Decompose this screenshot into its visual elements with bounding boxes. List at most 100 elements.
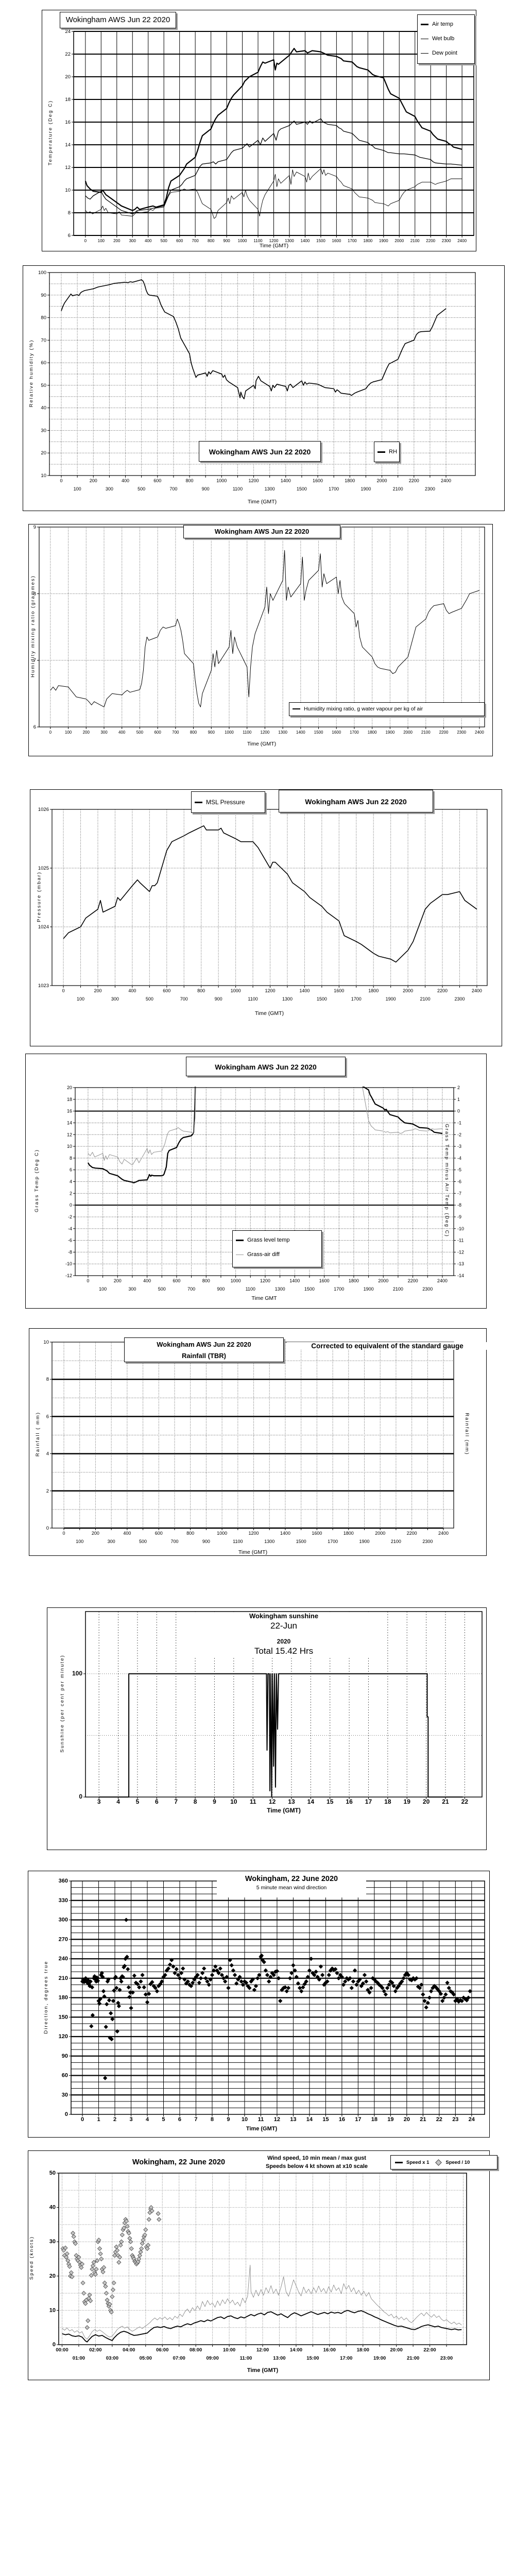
svg-text:02:00: 02:00 — [89, 2347, 101, 2353]
svg-text:1400: 1400 — [299, 988, 310, 993]
svg-text:4: 4 — [116, 1798, 120, 1805]
svg-text:20:00: 20:00 — [390, 2347, 403, 2353]
chart-humidity-mixing-ratio-panel: 0 100 200 300 400 500 600 700 800 900 1000 1100 1200… — [28, 524, 493, 756]
series — [87, 1087, 443, 1183]
svg-text:1: 1 — [97, 2116, 100, 2123]
svg-text:0: 0 — [60, 478, 63, 483]
svg-text:1200: 1200 — [249, 1531, 259, 1536]
svg-text:200: 200 — [114, 1278, 122, 1283]
svg-text:-2: -2 — [68, 1214, 72, 1219]
axis-tick-labels: 0 100 200 300 400 500 600 700 800 900 1000 1100 1200… — [38, 270, 451, 492]
svg-text:-12: -12 — [65, 1273, 72, 1278]
svg-text:09:00: 09:00 — [206, 2355, 218, 2361]
legend: Humidity mixing ratio, g water vapour pe… — [289, 702, 485, 716]
svg-text:0: 0 — [84, 239, 87, 243]
svg-text:1500: 1500 — [317, 996, 327, 1002]
svg-text:16: 16 — [67, 1109, 72, 1114]
svg-text:1900: 1900 — [379, 239, 388, 243]
svg-text:60: 60 — [41, 360, 46, 366]
svg-text:6: 6 — [33, 724, 36, 730]
svg-text:24: 24 — [469, 2116, 475, 2123]
svg-text:1200: 1200 — [260, 1278, 270, 1283]
svg-text:400: 400 — [123, 1531, 131, 1536]
legend-label-wet-bulb: Wet bulb — [432, 36, 455, 42]
svg-text:1900: 1900 — [360, 486, 371, 492]
svg-text:-13: -13 — [457, 1261, 464, 1266]
svg-text:30: 30 — [41, 428, 46, 433]
svg-text:18: 18 — [384, 1798, 391, 1805]
svg-text:2400: 2400 — [475, 730, 484, 735]
svg-text:0: 0 — [63, 1531, 65, 1536]
speed-div10-diamond-marker — [435, 2159, 442, 2166]
svg-text:12: 12 — [65, 165, 71, 171]
svg-text:18: 18 — [67, 1097, 72, 1102]
y2-axis-label: Grass Temp minus Air Temp (Deg C) — [444, 1124, 450, 1238]
svg-text:2000: 2000 — [403, 730, 413, 735]
svg-text:-10: -10 — [457, 1226, 464, 1231]
svg-text:7: 7 — [194, 2116, 197, 2123]
svg-text:1200: 1200 — [269, 239, 279, 243]
svg-text:1900: 1900 — [364, 1286, 374, 1292]
svg-text:1500: 1500 — [296, 1539, 306, 1544]
svg-text:16: 16 — [339, 2116, 345, 2123]
chart-temperature-panel: 0 100 200 300 400 500 600 700 800 900 1000 1100 1200… — [42, 10, 476, 251]
svg-text:1300: 1300 — [278, 730, 287, 735]
legend: RH — [374, 442, 400, 462]
svg-text:1300: 1300 — [265, 486, 275, 492]
svg-text:900: 900 — [215, 996, 222, 1002]
svg-text:2000: 2000 — [394, 239, 404, 243]
svg-text:1200: 1200 — [249, 478, 259, 483]
svg-text:17: 17 — [355, 2116, 361, 2123]
svg-text:2: 2 — [46, 1488, 49, 1494]
svg-text:13: 13 — [288, 1798, 295, 1805]
svg-text:22: 22 — [461, 1798, 469, 1805]
svg-text:2100: 2100 — [393, 486, 403, 492]
svg-text:-14: -14 — [457, 1273, 464, 1278]
svg-text:4: 4 — [46, 1451, 49, 1457]
svg-text:2400: 2400 — [437, 1278, 448, 1283]
svg-text:90: 90 — [41, 293, 46, 298]
svg-text:400: 400 — [128, 988, 136, 993]
wind-speed-note: Wind speed, 10 min mean / max gust Speed… — [234, 2154, 399, 2171]
series — [63, 825, 477, 963]
chart-grass-temp-panel: 0 100 200 300 400 500 600 700 800 900 1000 1100 1200… — [25, 1054, 487, 1309]
chart-wind-direction-panel: 0 1 2 3 4 5 6 7 8 9 10 11 12 13 14 15 16 17 18 19 20 21 22 23 24… — [28, 1871, 490, 2138]
chart-title: Wokingham, 22 June 2020 — [101, 2158, 256, 2166]
svg-text:7: 7 — [174, 1798, 178, 1805]
svg-text:1200: 1200 — [265, 988, 275, 993]
svg-text:800: 800 — [190, 730, 197, 735]
svg-text:7: 7 — [33, 658, 36, 664]
svg-text:21:00: 21:00 — [407, 2355, 419, 2361]
svg-text:1500: 1500 — [304, 1286, 315, 1292]
x-axis-label: Time (GMT) — [247, 741, 277, 747]
svg-text:10: 10 — [242, 2116, 248, 2123]
svg-text:19: 19 — [404, 1798, 411, 1805]
axis-tick-labels: 3 4 5 6 7 8 9 10 11 12 13 14 15 16 17 18 19 20 21 22 0 100 — [72, 1670, 468, 1805]
y-axis-label: Humidity mixing ratio (grammes) — [30, 575, 36, 677]
svg-text:12: 12 — [269, 1798, 276, 1805]
svg-text:18: 18 — [371, 2116, 377, 2123]
svg-text:1400: 1400 — [281, 478, 291, 483]
svg-text:30: 30 — [49, 2239, 56, 2245]
svg-text:1700: 1700 — [348, 239, 357, 243]
svg-text:100: 100 — [98, 239, 105, 243]
svg-text:-9: -9 — [457, 1214, 461, 1219]
svg-text:700: 700 — [187, 1286, 195, 1292]
svg-text:18: 18 — [65, 97, 71, 103]
svg-text:600: 600 — [153, 478, 161, 483]
svg-text:0: 0 — [70, 1202, 72, 1208]
svg-text:210: 210 — [59, 1975, 68, 1981]
svg-text:6: 6 — [46, 1414, 49, 1419]
svg-text:30: 30 — [62, 2092, 68, 2098]
svg-text:300: 300 — [59, 1917, 68, 1923]
legend: Grass level temp Grass-air diff — [232, 1230, 322, 1267]
svg-text:1700: 1700 — [329, 486, 339, 492]
svg-text:2: 2 — [457, 1085, 460, 1090]
svg-text:-4: -4 — [457, 1156, 461, 1161]
svg-text:2400: 2400 — [472, 988, 482, 993]
grass-temp-line-marker — [236, 1239, 244, 1241]
svg-text:2200: 2200 — [426, 239, 435, 243]
svg-text:4: 4 — [146, 2116, 149, 2123]
axis-tick-labels: 0 100 200 300 400 500 600 700 800 900 1000 1100 1200… — [65, 29, 467, 243]
svg-text:900: 900 — [202, 486, 210, 492]
